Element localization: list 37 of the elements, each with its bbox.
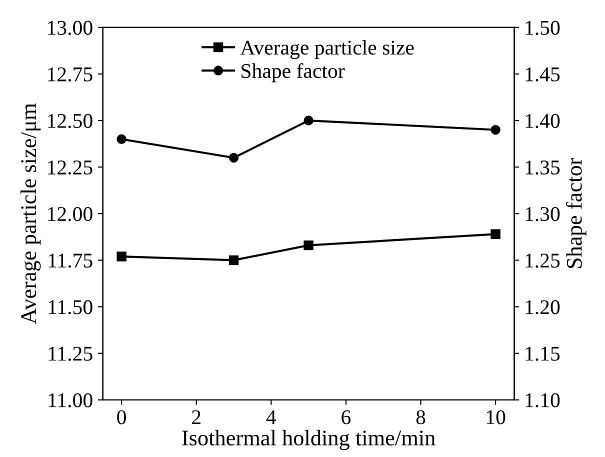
y2-tick-label: 1.15 xyxy=(526,346,560,361)
y-tick-label: 13.00 xyxy=(48,20,92,35)
y2-tick-label: 1.20 xyxy=(526,300,560,314)
x-tick-label: 8 xyxy=(416,410,426,424)
point xyxy=(228,255,239,266)
legend-label: Average particle size xyxy=(240,40,414,59)
point xyxy=(490,124,500,135)
point xyxy=(228,152,239,163)
y-tick-label: 11.25 xyxy=(48,346,92,361)
point xyxy=(116,252,126,262)
y2-tick-label: 1.35 xyxy=(526,160,560,175)
point xyxy=(304,116,314,126)
point xyxy=(304,240,314,250)
y-axis-title: Average particle size/μm xyxy=(20,103,41,324)
y-tick-label: 11.50 xyxy=(48,300,92,314)
y2-tick-label: 1.50 xyxy=(526,20,560,35)
y2-tick-label: 1.25 xyxy=(526,254,560,268)
y-tick-label: 12.50 xyxy=(48,114,92,128)
y-tick-label: 11.00 xyxy=(48,393,92,408)
y-tick-label: 12.75 xyxy=(48,67,92,82)
x-tick-label: 4 xyxy=(266,410,276,424)
y2-tick-label: 1.30 xyxy=(526,207,560,222)
x-axis-title: Isothermal holding time/min xyxy=(182,430,436,450)
y-tick-label: 11.75 xyxy=(48,254,92,268)
x-tick-label: 10 xyxy=(486,410,506,424)
y2-axis-title: Shape factor xyxy=(566,158,586,268)
y2-tick-label: 1.40 xyxy=(526,114,560,128)
legend-label: Shape factor xyxy=(242,63,345,82)
point xyxy=(490,229,500,239)
point xyxy=(116,134,126,144)
x-tick-label: 2 xyxy=(192,410,200,424)
y2-tick-label: 1.45 xyxy=(526,67,560,82)
y2-tick-label: 1.10 xyxy=(526,393,560,408)
x-tick-label: 0 xyxy=(117,410,126,424)
y-tick-label: 12.00 xyxy=(48,207,92,222)
x-tick-label: 6 xyxy=(342,410,351,424)
y-tick-label: 12.25 xyxy=(48,160,92,175)
